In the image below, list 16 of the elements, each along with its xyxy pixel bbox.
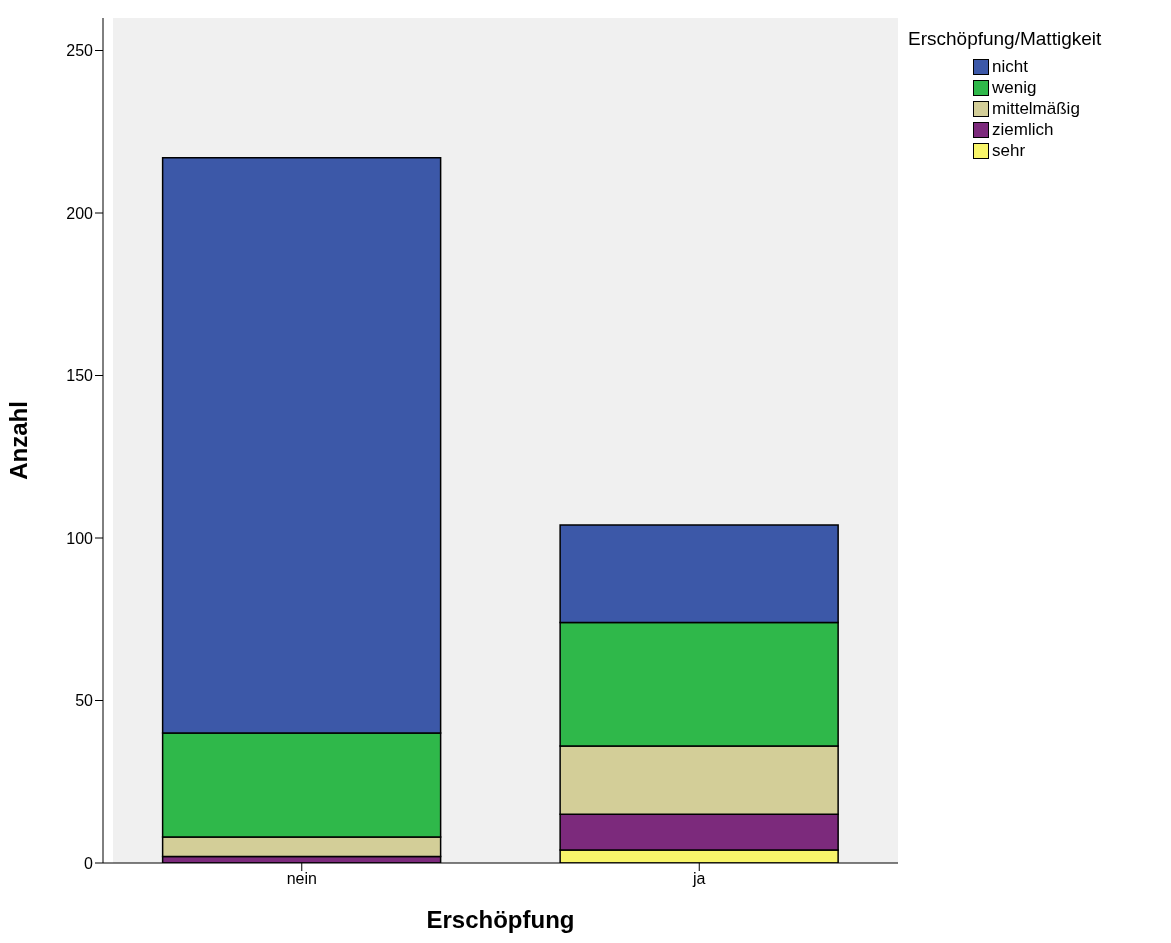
legend-label: wenig [992, 77, 1037, 98]
legend-label: mittelmäßig [992, 98, 1080, 119]
y-tick-label: 150 [66, 367, 94, 385]
legend-label: sehr [992, 140, 1026, 161]
y-tick-label: 100 [66, 529, 94, 547]
legend-label: ziemlich [992, 119, 1054, 140]
y-axis-title: Anzahl [4, 401, 32, 480]
legend-label: nicht [992, 56, 1028, 77]
x-tick-label: nein [286, 870, 317, 888]
x-axis-title: Erschöpfung [426, 906, 575, 933]
y-tick-label: 0 [84, 854, 94, 872]
x-tick-label: ja [692, 870, 706, 888]
y-tick-label: 50 [75, 692, 94, 710]
y-tick-label: 250 [66, 42, 94, 60]
y-tick-label: 200 [66, 204, 94, 222]
legend-title: Erschöpfung/Mattigkeit [908, 28, 1102, 50]
